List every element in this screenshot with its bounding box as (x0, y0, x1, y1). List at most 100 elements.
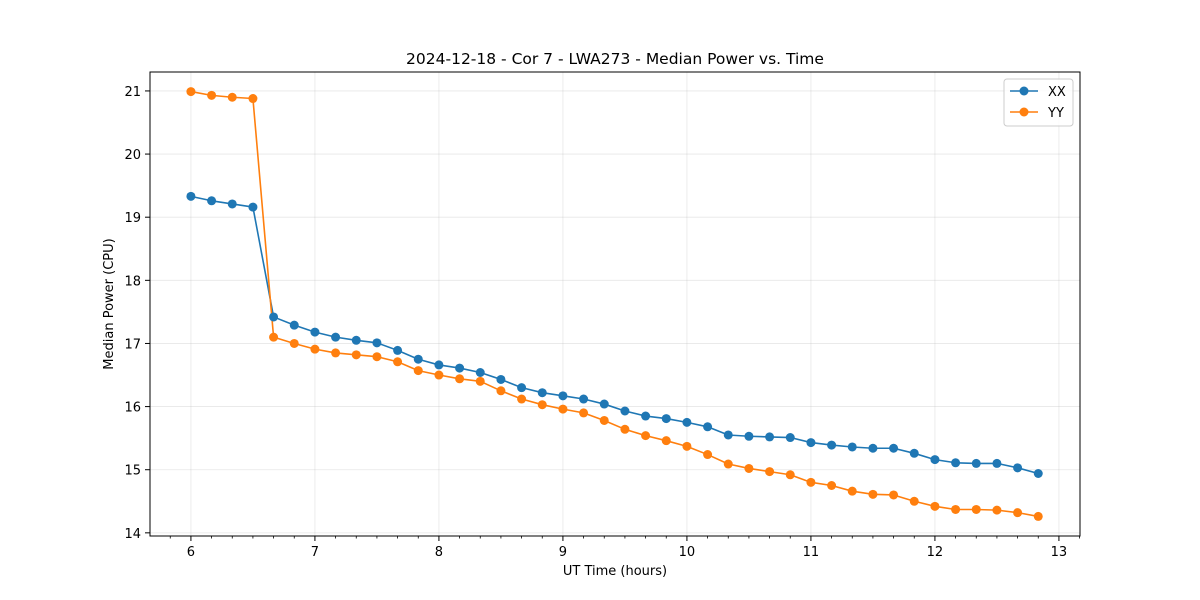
data-point-xx (393, 345, 403, 355)
data-point-yy (413, 366, 423, 376)
data-point-yy (537, 400, 547, 410)
x-axis-label: UT Time (hours) (563, 564, 667, 579)
y-tick-label: 21 (124, 85, 141, 100)
data-point-yy (434, 370, 444, 380)
data-point-yy (579, 408, 589, 418)
data-point-xx (331, 332, 341, 342)
data-point-yy (827, 481, 837, 490)
data-point-yy (1033, 511, 1043, 521)
data-point-xx (930, 455, 940, 465)
data-point-xx (227, 199, 237, 209)
data-point-yy (806, 477, 816, 487)
data-point-yy (992, 505, 1002, 515)
data-point-yy (971, 504, 981, 514)
x-tick-label: 13 (1051, 545, 1068, 560)
legend-label-xx: XX (1048, 85, 1066, 100)
data-point-yy (517, 394, 527, 404)
data-point-yy (599, 415, 609, 425)
data-point-xx (661, 414, 671, 424)
data-point-xx (827, 440, 837, 450)
data-point-xx (351, 335, 361, 345)
data-point-xx (599, 399, 609, 409)
data-point-yy (455, 374, 465, 384)
data-point-xx (785, 433, 795, 443)
x-tick-label: 6 (187, 545, 195, 560)
data-point-yy (496, 386, 506, 396)
series-markers (186, 87, 1043, 521)
data-point-yy (682, 441, 692, 451)
data-point-xx (889, 443, 899, 453)
x-tick-label: 11 (803, 545, 820, 560)
data-point-xx (971, 458, 981, 468)
legend-label-yy: YY (1047, 106, 1064, 121)
y-tick-label: 16 (124, 401, 141, 416)
data-point-xx (372, 338, 382, 348)
data-point-xx (641, 411, 651, 421)
data-point-xx (765, 432, 775, 442)
y-axis-ticks: 14 15 16 17 18 19 20 21 (124, 85, 150, 542)
data-point-yy (765, 467, 775, 477)
data-point-yy (289, 338, 299, 348)
x-tick-label: 10 (679, 545, 696, 560)
data-point-yy (847, 486, 857, 496)
data-point-xx (744, 431, 754, 441)
data-point-xx (1013, 463, 1023, 473)
x-tick-label: 12 (927, 545, 944, 560)
data-point-yy (641, 431, 651, 441)
data-point-xx (909, 448, 919, 458)
y-tick-label: 20 (124, 148, 141, 163)
data-point-xx (992, 458, 1002, 468)
data-point-yy (372, 352, 382, 362)
data-point-xx (1033, 469, 1043, 478)
data-point-xx (703, 422, 713, 432)
y-tick-label: 15 (124, 464, 141, 479)
x-tick-label: 7 (311, 545, 319, 560)
y-tick-label: 18 (124, 274, 141, 289)
data-point-xx (558, 391, 568, 401)
data-point-yy (269, 332, 279, 342)
legend: XX YY (1003, 78, 1074, 127)
data-point-xx (537, 388, 547, 398)
legend-swatch-yy-marker (1019, 107, 1029, 117)
data-point-xx (269, 312, 279, 322)
chart-title: 2024-12-18 - Cor 7 - LWA273 - Median Pow… (406, 50, 824, 68)
y-axis-label: Median Power (CPU) (102, 238, 117, 369)
data-point-xx (434, 360, 444, 370)
data-point-yy (868, 489, 878, 499)
legend-swatch-xx-marker (1019, 86, 1029, 96)
x-tick-label: 8 (435, 545, 443, 560)
data-point-yy (744, 463, 754, 473)
x-tick-label: 9 (559, 545, 567, 560)
data-point-xx (475, 368, 485, 377)
y-tick-label: 19 (124, 211, 141, 226)
data-point-xx (496, 374, 506, 384)
data-point-yy (703, 450, 713, 460)
data-point-yy (248, 94, 258, 104)
y-tick-label: 14 (124, 527, 141, 542)
data-point-xx (413, 354, 423, 364)
data-point-xx (186, 191, 196, 201)
data-point-xx (806, 438, 816, 448)
data-point-xx (868, 443, 878, 453)
data-point-yy (723, 459, 733, 469)
data-point-yy (331, 348, 341, 358)
data-point-xx (620, 406, 630, 416)
data-point-xx (517, 383, 527, 393)
data-point-yy (930, 501, 940, 511)
y-tick-label: 17 (124, 337, 141, 352)
data-point-xx (248, 202, 258, 212)
data-point-yy (785, 470, 795, 480)
data-point-yy (393, 357, 403, 367)
data-point-yy (186, 87, 196, 97)
data-point-yy (661, 436, 671, 446)
data-point-yy (558, 404, 568, 414)
data-point-yy (889, 490, 899, 500)
data-point-xx (455, 363, 465, 373)
data-point-yy (1013, 508, 1023, 518)
data-point-yy (227, 92, 237, 102)
data-point-yy (620, 424, 630, 434)
data-point-yy (475, 376, 485, 386)
data-point-xx (847, 442, 857, 452)
data-point-xx (310, 327, 320, 337)
